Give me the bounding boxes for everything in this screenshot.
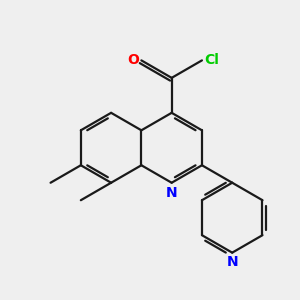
Text: O: O bbox=[127, 53, 139, 68]
Text: N: N bbox=[226, 256, 238, 269]
Text: N: N bbox=[166, 185, 178, 200]
Text: Cl: Cl bbox=[204, 53, 219, 68]
